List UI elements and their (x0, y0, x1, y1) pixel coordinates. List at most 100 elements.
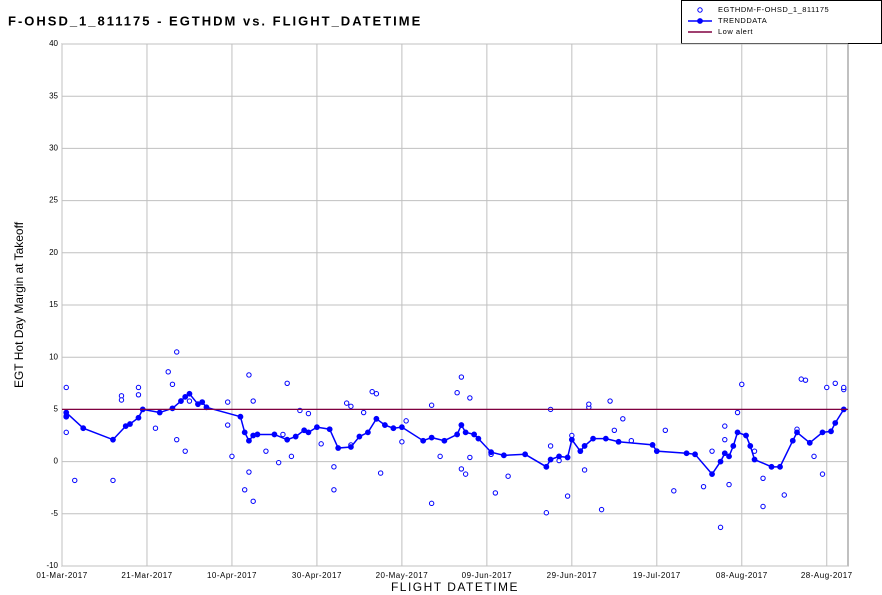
data-point (671, 488, 677, 494)
legend-label: Low alert (718, 27, 753, 36)
y-tick-label: -5 (51, 509, 59, 518)
trend-point (564, 454, 571, 461)
trend-point (581, 443, 588, 449)
data-point (564, 493, 571, 499)
data-point (458, 374, 465, 380)
data-point (819, 471, 826, 477)
trend-point (747, 443, 754, 449)
data-point (760, 475, 766, 482)
trend-point (356, 433, 363, 440)
trend-point (127, 421, 133, 427)
legend-item: EGTHDM-F-OHSD_1_811175 (697, 5, 829, 14)
data-point (224, 399, 231, 405)
y-tick-label: -10 (46, 561, 58, 570)
trend-point (284, 436, 291, 443)
data-point (717, 524, 724, 531)
trend-point (420, 437, 427, 444)
data-point (722, 423, 728, 429)
trend-point (246, 437, 252, 444)
data-point (709, 448, 715, 454)
data-point (110, 477, 116, 484)
y-tick-label: 15 (49, 300, 58, 309)
trend-point (398, 424, 405, 431)
data-point (118, 397, 125, 403)
trend-point (314, 424, 320, 431)
trend-point (471, 431, 478, 438)
data-point (607, 398, 613, 404)
data-point (288, 453, 295, 460)
trend-point (653, 448, 660, 455)
trend-point (777, 463, 783, 470)
trend-point (577, 448, 584, 455)
trend-point (182, 393, 189, 400)
trend-point (590, 435, 596, 442)
data-point (305, 410, 312, 417)
data-point (832, 380, 838, 386)
data-point (229, 453, 235, 460)
data-point (403, 418, 409, 424)
data-point (241, 487, 248, 493)
trend-point (454, 431, 461, 438)
trend-point (348, 444, 354, 450)
trend-point (726, 453, 732, 460)
trend-point (743, 432, 749, 439)
data-point (734, 409, 741, 416)
x-tick-label: 19-Jul-2017 (633, 571, 681, 580)
trend-point (292, 433, 299, 440)
data-point (152, 425, 159, 431)
trend-point (135, 414, 142, 421)
data-point (165, 369, 171, 375)
trend-point (365, 429, 371, 436)
trend-point (110, 436, 116, 443)
data-point (781, 492, 787, 498)
trend-point (428, 434, 435, 441)
data-point (348, 403, 354, 409)
trend-point (730, 443, 737, 449)
data-point (739, 381, 745, 388)
trend-point (556, 453, 562, 460)
data-point (182, 448, 188, 454)
data-point (135, 384, 142, 391)
data-point (428, 500, 435, 507)
trend-point (692, 451, 698, 458)
trend-point (169, 405, 176, 412)
x-tick-label: 30-Apr-2017 (292, 571, 342, 580)
trend-point (794, 429, 800, 436)
data-point (598, 506, 605, 513)
trend-point (458, 422, 465, 428)
trend-point (241, 429, 248, 436)
x-tick-label: 09-Jun-2017 (462, 571, 512, 580)
y-tick-label: 5 (54, 405, 59, 414)
chart-title: F-OHSD_1_811175 - EGTHDM vs. FLIGHT_DATE… (8, 13, 422, 28)
trend-point (543, 463, 550, 470)
trend-point (381, 422, 388, 428)
trend-point (789, 437, 796, 444)
trend-point (475, 435, 482, 442)
data-point (263, 448, 269, 454)
trend-point (819, 429, 826, 436)
data-point (246, 372, 252, 378)
data-point (760, 503, 766, 510)
data-point (543, 510, 550, 516)
legend-marker (697, 18, 703, 24)
x-tick-label: 28-Aug-2017 (801, 571, 853, 580)
y-tick-label: 0 (54, 457, 59, 466)
trend-point (522, 451, 529, 458)
data-point (611, 427, 618, 433)
data-point (174, 349, 180, 355)
data-point (373, 391, 380, 397)
data-point (462, 471, 469, 477)
data-point (331, 487, 337, 493)
trend-point (373, 415, 380, 422)
data-point (505, 473, 511, 479)
trend-point (305, 429, 312, 436)
data-point (250, 498, 256, 504)
data-point (824, 384, 830, 391)
trend-point (806, 439, 813, 446)
data-point (360, 409, 367, 416)
trend-point (326, 426, 333, 433)
trend-point (649, 441, 656, 448)
data-point (437, 453, 443, 460)
data-point (428, 402, 435, 408)
